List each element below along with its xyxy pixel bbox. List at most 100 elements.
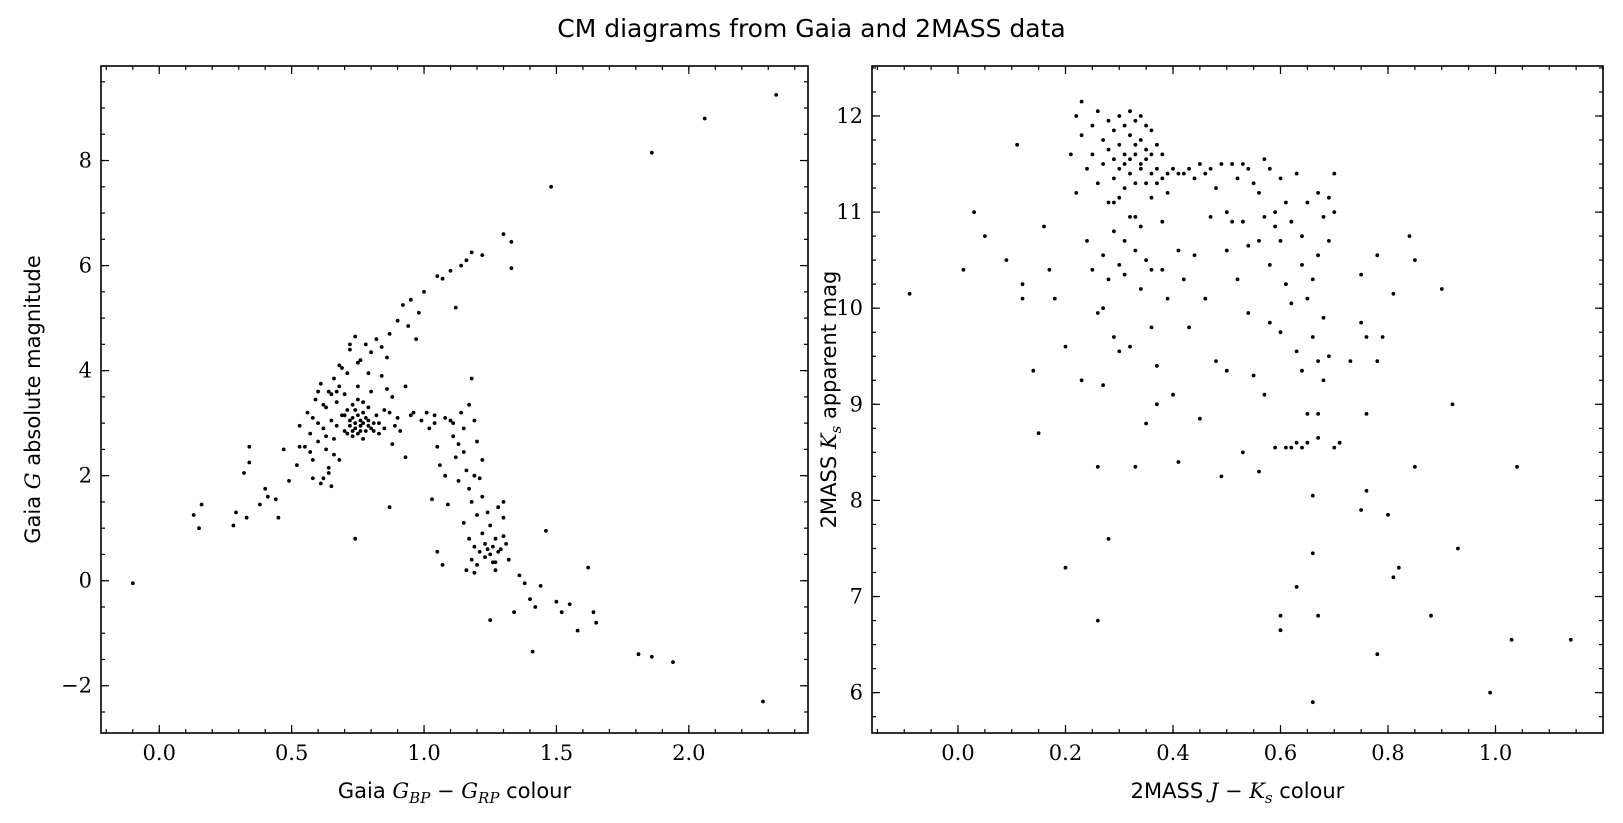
data-point bbox=[358, 429, 363, 433]
data-point bbox=[353, 536, 358, 541]
data-point bbox=[1122, 186, 1127, 191]
data-point bbox=[1192, 253, 1197, 258]
data-point bbox=[332, 437, 336, 441]
data-point bbox=[1214, 359, 1218, 363]
right-panel-2mass: 0.0 0.2 0.4 0.6 0.8 1.0 6 7 8 9 10 11 12 2MASS J − Ks… bbox=[817, 65, 1604, 807]
data-point bbox=[1117, 166, 1122, 171]
data-point bbox=[464, 468, 469, 473]
data-point bbox=[342, 413, 347, 418]
data-point bbox=[1386, 512, 1390, 517]
data-point bbox=[1327, 354, 1331, 359]
data-point bbox=[472, 570, 477, 575]
data-point bbox=[408, 297, 413, 302]
data-point bbox=[1117, 349, 1122, 354]
data-point bbox=[480, 531, 485, 536]
data-point bbox=[1090, 267, 1095, 272]
data-point bbox=[1391, 575, 1396, 580]
data-point bbox=[1364, 335, 1369, 339]
data-point bbox=[1219, 162, 1224, 166]
data-point bbox=[334, 400, 339, 404]
data-point bbox=[430, 497, 434, 502]
data-point bbox=[1208, 215, 1213, 219]
data-point bbox=[1155, 166, 1159, 171]
data-point bbox=[586, 565, 591, 570]
data-point bbox=[1079, 133, 1084, 138]
data-point bbox=[395, 416, 400, 420]
data-point bbox=[1176, 248, 1181, 253]
data-point bbox=[512, 610, 516, 615]
data-point bbox=[488, 618, 493, 622]
data-point bbox=[636, 652, 641, 657]
data-point bbox=[451, 434, 456, 439]
data-point bbox=[197, 526, 201, 531]
data-point bbox=[491, 560, 495, 565]
data-point bbox=[1316, 253, 1320, 258]
data-point bbox=[1128, 109, 1132, 114]
data-point bbox=[1128, 215, 1132, 219]
data-point bbox=[1267, 320, 1272, 325]
data-point bbox=[1284, 200, 1288, 205]
data-point bbox=[345, 408, 350, 412]
tick-marks bbox=[872, 66, 1604, 733]
data-point bbox=[379, 345, 384, 349]
data-point bbox=[1004, 258, 1009, 262]
data-point bbox=[408, 413, 413, 418]
data-point bbox=[1052, 296, 1057, 301]
data-point bbox=[422, 289, 426, 294]
data-point bbox=[308, 450, 313, 454]
data-point bbox=[1251, 181, 1256, 186]
data-point bbox=[464, 258, 469, 263]
data-point bbox=[1300, 445, 1304, 450]
data-point bbox=[387, 410, 392, 415]
data-point bbox=[1332, 171, 1337, 176]
y-tick-label: 4 bbox=[79, 359, 92, 383]
data-point bbox=[1112, 157, 1116, 162]
data-point bbox=[1375, 652, 1380, 657]
data-point bbox=[401, 303, 405, 307]
data-point bbox=[324, 447, 328, 452]
data-point bbox=[1155, 402, 1159, 407]
data-point bbox=[393, 423, 397, 428]
data-point bbox=[461, 521, 466, 525]
data-point bbox=[1413, 464, 1417, 469]
data-point bbox=[1101, 138, 1105, 142]
data-point bbox=[1176, 460, 1181, 464]
data-point bbox=[363, 429, 368, 433]
data-point bbox=[1149, 195, 1154, 200]
data-point bbox=[1031, 368, 1036, 373]
data-point bbox=[1198, 162, 1202, 166]
data-point bbox=[485, 510, 490, 515]
x-tick-label: 0.2 bbox=[1049, 741, 1082, 765]
data-point bbox=[477, 476, 482, 481]
data-point bbox=[329, 484, 334, 489]
data-point bbox=[528, 597, 532, 601]
data-point bbox=[1122, 123, 1127, 128]
data-point bbox=[1090, 152, 1095, 157]
data-point bbox=[419, 418, 424, 423]
data-point bbox=[1203, 171, 1208, 176]
axes-frame bbox=[100, 65, 809, 734]
data-point bbox=[395, 318, 400, 323]
data-point bbox=[345, 371, 350, 376]
data-point bbox=[488, 523, 493, 528]
data-point bbox=[1128, 133, 1132, 138]
data-point bbox=[1310, 335, 1315, 339]
data-point bbox=[1246, 311, 1251, 315]
data-point bbox=[1095, 181, 1100, 186]
data-point bbox=[1375, 359, 1380, 363]
data-point bbox=[1337, 440, 1342, 445]
data-point bbox=[440, 563, 445, 567]
data-point bbox=[1036, 431, 1041, 435]
data-point bbox=[1235, 277, 1240, 282]
x-axis-label: Gaia GBP​ − GRP​ colour bbox=[338, 779, 572, 807]
data-point bbox=[332, 376, 336, 381]
data-point bbox=[1316, 412, 1320, 416]
data-point bbox=[1267, 263, 1272, 267]
data-point bbox=[1138, 162, 1143, 166]
data-point bbox=[1321, 215, 1326, 219]
x-tick-label: 1.5 bbox=[540, 741, 573, 765]
data-point bbox=[467, 536, 471, 541]
data-point bbox=[972, 210, 976, 215]
data-point bbox=[366, 418, 371, 423]
data-point bbox=[414, 337, 418, 341]
